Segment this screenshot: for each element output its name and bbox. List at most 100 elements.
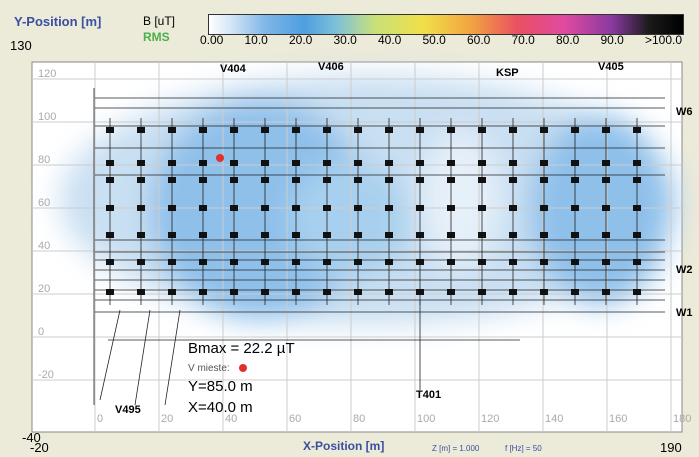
equipment [106,205,114,211]
bmax: Bmax = 22.2 µT [188,340,295,357]
equipment [602,289,610,295]
equipment [385,160,393,166]
colorbar-label: 80.0 [556,33,579,47]
location-label: V mieste: [188,363,230,374]
equipment [106,232,114,238]
equipment [137,232,145,238]
structure-label: W1 [676,307,693,319]
equipment [416,289,424,295]
equipment [385,289,393,295]
equipment [509,259,517,265]
x-label: 60 [289,413,301,425]
equipment [199,205,207,211]
equipment [571,177,579,183]
equipment [416,160,424,166]
equipment [602,177,610,183]
equipment [447,160,455,166]
location-marker [216,154,224,162]
x-axis-title: X-Position [m] [303,439,384,453]
colorbar-label: 60.0 [467,33,490,47]
equipment [602,127,610,133]
equipment [137,205,145,211]
equipment [354,289,362,295]
equipment [540,127,548,133]
equipment [323,259,331,265]
x-label: 140 [545,413,563,425]
colorbar-label: 90.0 [601,33,624,47]
equipment [261,289,269,295]
equipment [230,177,238,183]
equipment [416,232,424,238]
equipment [385,205,393,211]
equipment [633,160,641,166]
equipment [292,205,300,211]
equipment [385,127,393,133]
equipment [354,232,362,238]
equipment [571,160,579,166]
equipment [168,177,176,183]
equipment [478,289,486,295]
y-label: 80 [38,154,50,166]
structure-label: W6 [676,106,693,118]
y-label: 100 [38,111,56,123]
equipment [478,259,486,265]
equipment [323,177,331,183]
equipment [199,259,207,265]
y-label: 0 [38,326,44,338]
equipment [571,127,579,133]
structure-label: V405 [598,61,624,73]
equipment [416,127,424,133]
colorbar-label: >100.0 [645,33,682,47]
app-window: Y-Position [m] 130 B [uT] RMS 1201008060… [0,0,699,457]
equipment [292,232,300,238]
colorbar-label: 30.0 [334,33,357,47]
x-label: 20 [161,413,173,425]
equipment [571,289,579,295]
equipment [509,127,517,133]
equipment [447,177,455,183]
equipment [447,127,455,133]
equipment [633,205,641,211]
equipment [137,289,145,295]
equipment [416,205,424,211]
x-label: 160 [609,413,627,425]
equipment [385,259,393,265]
y-label: 120 [38,68,56,80]
equipment [106,259,114,265]
x-label: 80 [353,413,365,425]
structure-label: V406 [318,61,344,73]
equipment [354,259,362,265]
equipment [509,232,517,238]
equipment [137,160,145,166]
equipment [261,160,269,166]
equipment [137,127,145,133]
equipment [292,289,300,295]
equipment [261,205,269,211]
equipment [478,177,486,183]
equipment [633,259,641,265]
equipment [168,232,176,238]
equipment [540,205,548,211]
colorbar-label: 50.0 [423,33,446,47]
colorbar-label: 40.0 [378,33,401,47]
equipment [106,127,114,133]
equipment [168,289,176,295]
equipment [168,127,176,133]
y-value: Y=85.0 m [188,378,253,395]
equipment [354,177,362,183]
y-label: 60 [38,197,50,209]
equipment [230,259,238,265]
equipment [416,259,424,265]
colorbar-label: 0.00 [200,33,223,47]
equipment [571,259,579,265]
equipment [261,127,269,133]
equipment [230,289,238,295]
equipment [633,127,641,133]
equipment [323,160,331,166]
field-map [60,75,680,325]
equipment [292,177,300,183]
equipment [168,259,176,265]
equipment [540,289,548,295]
structure-label: KSP [496,67,519,79]
equipment [354,127,362,133]
